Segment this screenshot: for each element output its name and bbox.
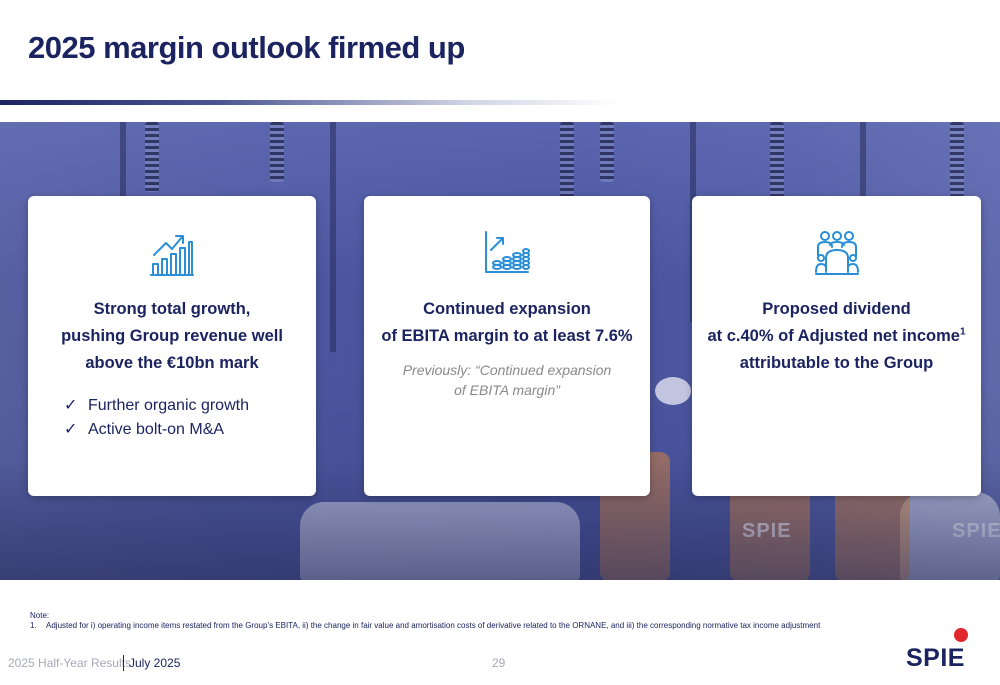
growth-chart-icon bbox=[150, 235, 194, 276]
card-heading: Proposed dividend at c.40% of Adjusted n… bbox=[707, 300, 966, 372]
logo-text: SPIE bbox=[906, 644, 965, 672]
check-icon: ✓ bbox=[64, 421, 78, 438]
footer-divider bbox=[123, 655, 124, 671]
checklist: ✓ Further organic growth ✓ Active bolt-on … bbox=[64, 394, 249, 442]
footnote-marker: 1 bbox=[959, 326, 966, 338]
spie-logo: SPIE bbox=[906, 628, 986, 672]
outlook-card-dividend: Proposed dividend at c.40% of Adjusted n… bbox=[692, 196, 981, 496]
outlook-card-margin: Continued expansion of EBITA margin to a… bbox=[364, 196, 650, 496]
list-item: ✓ Active bolt-on M&A bbox=[64, 418, 249, 442]
footnote-text: Adjusted for i) operating income items r… bbox=[46, 621, 821, 630]
shareholders-group-icon bbox=[814, 231, 859, 275]
card-heading: Strong total growth, pushing Group reven… bbox=[61, 300, 283, 372]
footnote: 1. Adjusted for i) operating income items… bbox=[30, 621, 820, 630]
margin-coins-chart-icon bbox=[485, 231, 530, 273]
slide-title: 2025 margin outlook firmed up bbox=[28, 30, 465, 65]
card-heading: Continued expansion of EBITA margin to a… bbox=[381, 300, 633, 345]
presentation-name: 2025 Half-Year Results bbox=[8, 656, 131, 670]
list-item: ✓ Further organic growth bbox=[64, 394, 249, 418]
previous-guidance-note: Previously: “Continued expansion of EBIT… bbox=[402, 362, 612, 398]
presentation-date: July 2025 bbox=[129, 656, 181, 670]
footnote-number: 1. bbox=[30, 621, 37, 630]
outlook-card-growth: Strong total growth, pushing Group reven… bbox=[28, 196, 316, 496]
logo-dot-icon bbox=[954, 628, 968, 642]
page-number: 29 bbox=[492, 656, 506, 670]
check-icon: ✓ bbox=[64, 397, 78, 414]
note-label: Note: bbox=[30, 611, 50, 620]
title-underline bbox=[0, 100, 620, 105]
